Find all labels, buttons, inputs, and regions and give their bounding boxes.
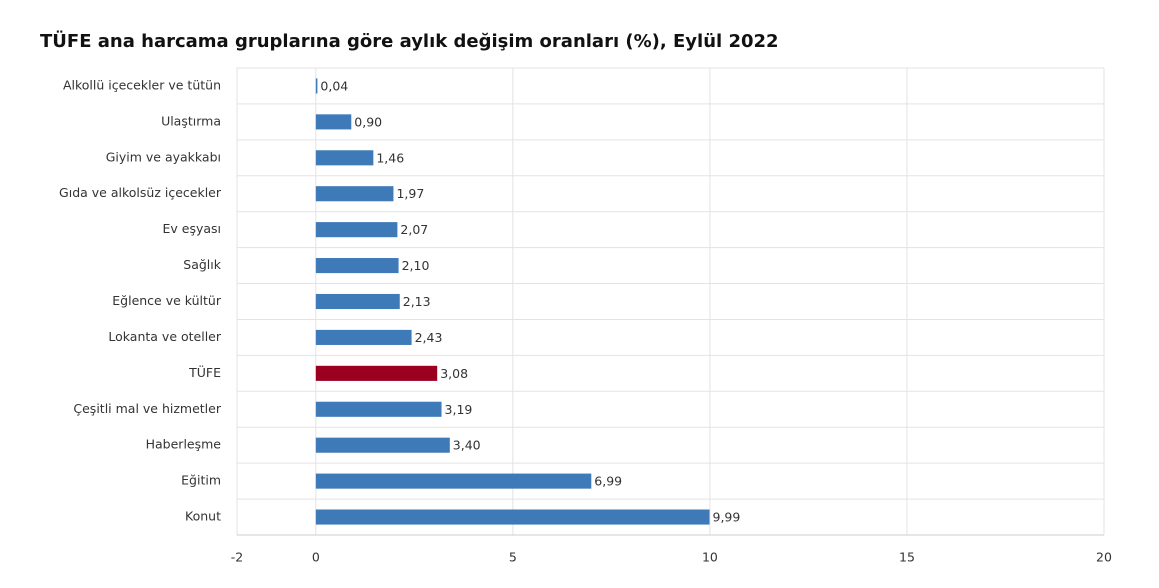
y-tick-label: Çeşitli mal ve hizmetler bbox=[73, 401, 221, 416]
bar bbox=[315, 114, 352, 130]
bar bbox=[315, 365, 438, 381]
bar bbox=[315, 258, 399, 274]
bar bbox=[315, 473, 592, 489]
value-label: 2,10 bbox=[402, 258, 430, 273]
value-label: 0,04 bbox=[320, 78, 348, 93]
bar bbox=[315, 509, 710, 525]
value-label: 2,13 bbox=[403, 294, 431, 309]
y-tick-label: Eğitim bbox=[181, 473, 221, 488]
value-label: 9,99 bbox=[713, 510, 741, 525]
bar bbox=[315, 78, 318, 94]
value-label: 3,40 bbox=[453, 438, 481, 453]
x-tick-label: 0 bbox=[312, 550, 320, 565]
y-tick-label: Haberleşme bbox=[146, 437, 222, 452]
value-label: 3,19 bbox=[445, 402, 473, 417]
x-tick-label: 20 bbox=[1096, 550, 1112, 565]
y-tick-label: Gıda ve alkolsüz içecekler bbox=[59, 185, 222, 200]
x-tick-label: -2 bbox=[231, 550, 243, 565]
bar bbox=[315, 222, 398, 238]
value-label: 0,90 bbox=[354, 114, 382, 129]
x-tick-label: 10 bbox=[702, 550, 718, 565]
y-tick-label: Sağlık bbox=[183, 257, 221, 272]
bar bbox=[315, 437, 450, 453]
bar bbox=[315, 150, 374, 166]
y-tick-label: Lokanta ve oteller bbox=[108, 329, 221, 344]
value-label: 2,43 bbox=[415, 330, 443, 345]
y-tick-label: Giyim ve ayakkabı bbox=[106, 149, 221, 164]
bar bbox=[315, 186, 394, 202]
value-label: 3,08 bbox=[440, 366, 468, 381]
y-tick-label: Ev eşyası bbox=[162, 221, 221, 236]
y-tick-label: Eğlence ve kültür bbox=[112, 293, 222, 308]
value-label: 2,07 bbox=[400, 222, 428, 237]
bar bbox=[315, 293, 400, 310]
y-tick-label: Ulaştırma bbox=[161, 113, 221, 128]
value-label: 1,46 bbox=[376, 150, 404, 165]
y-tick-label: TÜFE bbox=[188, 364, 221, 380]
value-label: 1,97 bbox=[396, 186, 424, 201]
value-label: 6,99 bbox=[594, 474, 622, 489]
chart-title: TÜFE ana harcama gruplarına göre aylık d… bbox=[40, 30, 779, 52]
x-tick-label: 5 bbox=[509, 550, 517, 565]
bar bbox=[315, 401, 442, 417]
y-tick-label: Konut bbox=[185, 509, 221, 524]
y-tick-label: Alkollü içecekler ve tütün bbox=[63, 77, 221, 92]
bar bbox=[315, 329, 412, 345]
x-tick-label: 15 bbox=[899, 550, 915, 565]
